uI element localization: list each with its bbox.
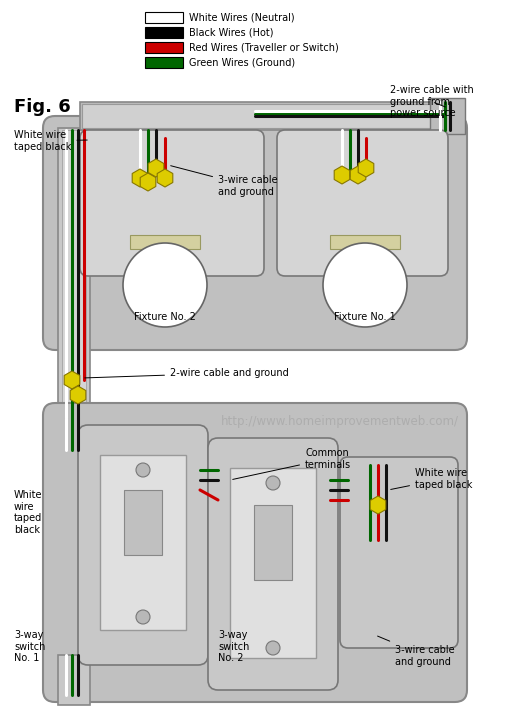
FancyBboxPatch shape bbox=[80, 130, 264, 276]
Text: Fixture No. 1: Fixture No. 1 bbox=[334, 312, 396, 322]
Bar bbox=[58, 128, 90, 418]
FancyBboxPatch shape bbox=[43, 116, 467, 350]
Circle shape bbox=[136, 610, 150, 624]
Bar bbox=[330, 235, 400, 249]
Circle shape bbox=[266, 476, 280, 490]
Text: Black Wires (Hot): Black Wires (Hot) bbox=[189, 27, 274, 38]
Bar bbox=[82, 104, 443, 128]
Text: http://www.homeimprovementweb.com/: http://www.homeimprovementweb.com/ bbox=[221, 415, 459, 428]
Text: 3-way
switch
No. 2: 3-way switch No. 2 bbox=[218, 630, 249, 664]
Bar bbox=[145, 42, 183, 53]
Text: White wire
taped black: White wire taped black bbox=[14, 130, 87, 152]
FancyBboxPatch shape bbox=[78, 425, 208, 665]
Bar bbox=[145, 27, 183, 38]
Text: White wire
taped black: White wire taped black bbox=[391, 468, 472, 490]
Text: 3-way
switch
No. 1: 3-way switch No. 1 bbox=[14, 630, 45, 664]
Text: Fig. 6: Fig. 6 bbox=[14, 98, 71, 116]
Circle shape bbox=[266, 641, 280, 655]
FancyBboxPatch shape bbox=[43, 403, 467, 702]
Text: Red Wires (Traveller or Switch): Red Wires (Traveller or Switch) bbox=[189, 43, 339, 53]
Text: White
wire
taped
black: White wire taped black bbox=[14, 490, 43, 535]
Bar bbox=[100, 455, 186, 630]
Bar bbox=[230, 468, 316, 658]
FancyBboxPatch shape bbox=[277, 130, 448, 276]
Circle shape bbox=[323, 243, 407, 327]
Text: 3-wire cable
and ground: 3-wire cable and ground bbox=[378, 636, 454, 666]
Bar bbox=[130, 235, 200, 249]
Bar bbox=[58, 655, 90, 705]
Bar bbox=[145, 12, 183, 23]
Text: White Wires (Neutral): White Wires (Neutral) bbox=[189, 12, 295, 22]
Text: 2-wire cable and ground: 2-wire cable and ground bbox=[85, 368, 289, 378]
Bar bbox=[254, 505, 292, 580]
FancyBboxPatch shape bbox=[340, 457, 458, 648]
Bar bbox=[62, 130, 86, 415]
Bar bbox=[80, 102, 445, 130]
Bar bbox=[145, 57, 183, 68]
Text: Green Wires (Ground): Green Wires (Ground) bbox=[189, 58, 295, 67]
Bar bbox=[430, 98, 465, 134]
Text: 2-wire cable with
ground from
power source: 2-wire cable with ground from power sour… bbox=[390, 85, 474, 118]
Circle shape bbox=[123, 243, 207, 327]
FancyBboxPatch shape bbox=[208, 438, 338, 690]
Bar bbox=[124, 490, 162, 555]
Text: 3-wire cable
and ground: 3-wire cable and ground bbox=[171, 166, 278, 196]
Text: Common
terminals: Common terminals bbox=[232, 448, 351, 479]
Text: Fixture No. 2: Fixture No. 2 bbox=[134, 312, 196, 322]
Circle shape bbox=[136, 463, 150, 477]
